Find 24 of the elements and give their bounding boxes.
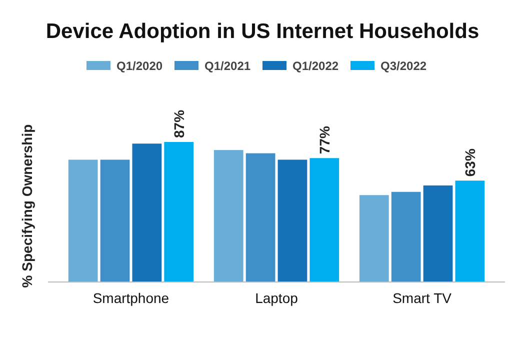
bar xyxy=(391,192,421,282)
bar xyxy=(132,144,162,282)
legend-label: Q3/2022 xyxy=(380,59,427,73)
data-label: 63% xyxy=(462,148,478,177)
bar xyxy=(359,195,389,282)
data-label: 77% xyxy=(316,126,332,154)
y-axis-title: % Specifying Ownership xyxy=(19,124,35,288)
bar xyxy=(423,185,453,282)
legend-label: Q1/2021 xyxy=(204,59,251,73)
legend-label: Q1/2020 xyxy=(116,59,163,73)
bar xyxy=(455,180,485,282)
bar xyxy=(278,160,308,282)
bar xyxy=(214,150,244,282)
x-tick-label: Smartphone xyxy=(92,290,170,306)
legend-label: Q1/2022 xyxy=(292,59,339,73)
bar xyxy=(246,153,276,282)
data-label: 87% xyxy=(170,109,187,138)
x-tick-label: Smart TV xyxy=(392,290,452,306)
bar xyxy=(164,142,194,282)
bar xyxy=(68,160,98,282)
bar xyxy=(100,160,130,282)
bar xyxy=(310,158,340,282)
chart-title: Device Adoption in US Internet Households xyxy=(46,20,480,43)
x-tick-label: Laptop xyxy=(255,290,298,306)
